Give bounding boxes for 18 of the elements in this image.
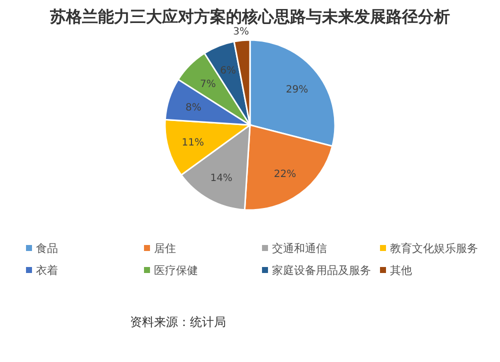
legend-label: 居住 [154, 242, 176, 255]
legend-label: 衣着 [36, 264, 58, 277]
legend-label: 交通和通信 [272, 242, 327, 255]
legend-label: 食品 [36, 242, 58, 255]
text: 资料来源：统计局 [130, 315, 226, 329]
data-label: 6% [220, 66, 236, 77]
data-label: 3% [233, 26, 249, 38]
data-label: 11% [182, 138, 204, 149]
legend-label: 教育文化娱乐服务 [390, 242, 478, 255]
data-label: 22% [274, 169, 296, 180]
chart-title: 苏格兰能力三大应对方案的核心思路与未来发展路径分析 [49, 7, 450, 26]
legend-label: 其他 [390, 264, 412, 277]
data-label: 8% [185, 102, 202, 114]
legend-label: 医疗保健 [154, 264, 198, 277]
data-label: 29% [286, 84, 308, 96]
legend-label: 家庭设备用品及服务 [272, 264, 371, 277]
data-label: 7% [200, 78, 216, 90]
data-label: 14% [210, 173, 232, 184]
